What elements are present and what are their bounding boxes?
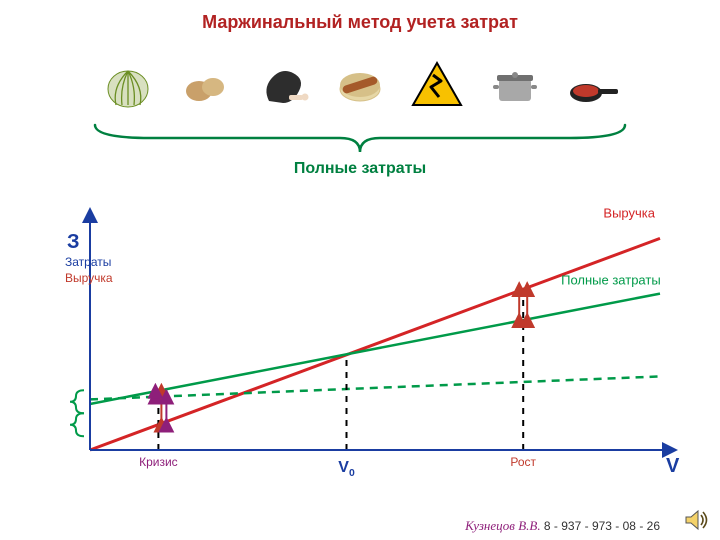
- speaker-icon: [682, 506, 710, 534]
- icons-row: [100, 50, 620, 120]
- pan-icon: [564, 57, 620, 113]
- author-name: Кузнецов В.В.: [465, 518, 540, 533]
- full-costs-label: Полные затраты: [0, 160, 720, 178]
- svg-text:Выручка: Выручка: [65, 271, 113, 285]
- author-phone: 8 - 937 - 973 - 08 - 26: [544, 519, 660, 533]
- svg-text:Затраты: Затраты: [65, 255, 111, 269]
- svg-text:З: З: [67, 231, 80, 253]
- footer: Кузнецов В.В. 8 - 937 - 973 - 08 - 26: [465, 518, 660, 534]
- pot-icon: [487, 57, 543, 113]
- cabbage-icon: [100, 57, 156, 113]
- potatoes-icon: [177, 57, 233, 113]
- rolling-icon: [332, 57, 388, 113]
- slide-title: Маржинальный метод учета затрат: [0, 12, 720, 33]
- under-brace: [90, 120, 630, 160]
- svg-text:Полные затраты: Полные затраты: [561, 272, 661, 287]
- svg-text:V0: V0: [338, 459, 355, 479]
- warning-icon: [409, 57, 465, 113]
- chart: Выручка Полные затраты З Затраты Выручка V V0 К…: [60, 200, 680, 500]
- ham-icon: [255, 57, 311, 113]
- svg-text:Кризис: Кризис: [139, 455, 178, 469]
- svg-text:Выручка: Выручка: [603, 206, 655, 221]
- svg-text:V: V: [666, 455, 680, 477]
- svg-text:Рост: Рост: [510, 455, 536, 469]
